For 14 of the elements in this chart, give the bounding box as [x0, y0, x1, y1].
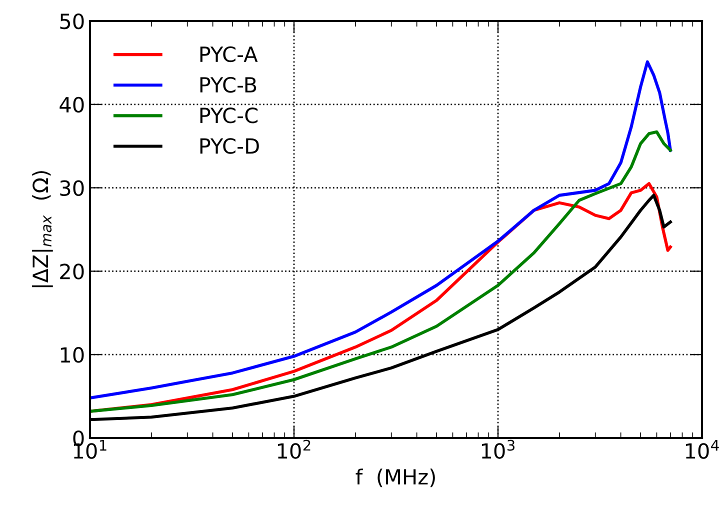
- x-tick-label: 10$^{3}$: [482, 440, 514, 459]
- y-tick-label: 40: [60, 96, 84, 113]
- legend-label: PYC-B: [200, 76, 256, 93]
- y-tick-label: 10: [60, 347, 84, 363]
- y-axis-title: |ΔZ|$_{max}$ (Ω): [32, 171, 53, 288]
- x-tick-label: 10$^{2}$: [278, 440, 310, 459]
- y-tick-label: 20: [60, 264, 84, 280]
- legend-label: PYC-A: [200, 46, 258, 62]
- y-tick-label: 50: [60, 13, 84, 30]
- x-tick-label: 10$^{4}$: [686, 440, 719, 459]
- y-tick-label: 30: [60, 180, 84, 196]
- legend-label: PYC-C: [200, 108, 258, 124]
- legend-label: PYC-D: [200, 138, 259, 154]
- x-axis-title: f (MHz): [356, 468, 435, 488]
